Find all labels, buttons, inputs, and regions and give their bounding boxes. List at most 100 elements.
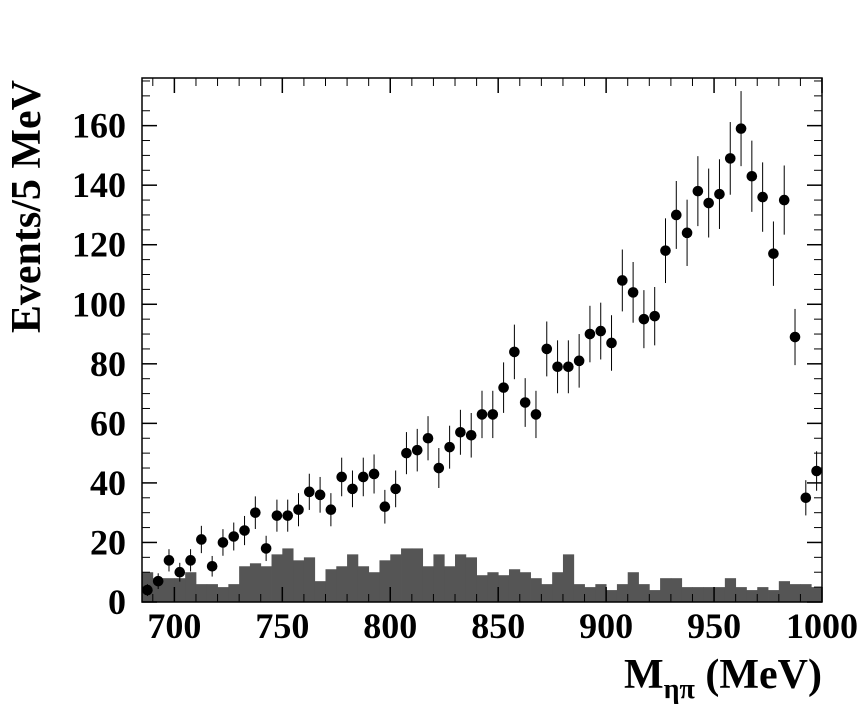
axis-ticks bbox=[142, 78, 823, 603]
data-point bbox=[304, 486, 315, 498]
data-point bbox=[800, 492, 812, 504]
data-point bbox=[196, 534, 207, 545]
background-histogram bbox=[142, 548, 823, 602]
histogram-bar bbox=[476, 575, 488, 602]
x-tick-label: 700 bbox=[147, 606, 201, 646]
histogram-bar bbox=[357, 566, 370, 602]
y-tick-label: 80 bbox=[90, 344, 126, 384]
histogram-bar bbox=[152, 578, 164, 602]
data-point bbox=[228, 531, 240, 542]
data-points bbox=[142, 123, 822, 596]
data-point bbox=[746, 170, 758, 182]
histogram-bar bbox=[422, 566, 434, 602]
histogram-bar bbox=[336, 566, 348, 602]
data-point bbox=[498, 382, 509, 393]
data-point bbox=[627, 287, 639, 298]
histogram-bar bbox=[757, 587, 769, 602]
data-point bbox=[174, 566, 186, 578]
x-axis-title: Mηπ (MeV) bbox=[624, 652, 822, 705]
histogram-bar bbox=[455, 554, 467, 602]
data-point bbox=[357, 471, 369, 483]
histogram-bar bbox=[163, 578, 175, 602]
x-tick-label: 950 bbox=[687, 606, 741, 646]
x-tick-label: 900 bbox=[579, 606, 633, 646]
data-point bbox=[444, 441, 455, 453]
y-tick-label: 140 bbox=[72, 165, 126, 205]
data-point bbox=[811, 465, 822, 477]
data-point bbox=[433, 462, 445, 474]
data-point bbox=[206, 560, 218, 572]
histogram-bar bbox=[660, 578, 672, 602]
data-point bbox=[465, 429, 477, 441]
histogram-bar bbox=[627, 572, 639, 602]
data-point bbox=[584, 328, 596, 340]
data-point bbox=[735, 123, 747, 134]
x-axis-title-subscript: ηπ bbox=[664, 674, 696, 705]
data-point bbox=[347, 483, 358, 495]
data-point bbox=[670, 209, 682, 221]
data-point bbox=[638, 313, 650, 325]
x-tick-label: 850 bbox=[471, 606, 525, 646]
data-point bbox=[336, 471, 347, 483]
data-point bbox=[509, 346, 520, 358]
y-tick-label: 40 bbox=[90, 463, 126, 503]
data-point bbox=[260, 543, 272, 554]
histogram-bar bbox=[433, 554, 445, 602]
histogram-bar bbox=[411, 548, 424, 602]
data-point bbox=[401, 447, 412, 459]
data-point bbox=[368, 468, 380, 480]
histogram-bar bbox=[768, 590, 780, 602]
histogram-bar bbox=[508, 569, 521, 602]
histogram-bar bbox=[444, 566, 456, 602]
histogram-bar bbox=[519, 572, 531, 602]
data-point bbox=[476, 409, 488, 420]
histogram-bar bbox=[368, 572, 380, 602]
y-tick-label: 100 bbox=[72, 284, 126, 324]
x-axis-title-main: M bbox=[624, 652, 664, 698]
y-axis-title: Events/5 MeV bbox=[4, 80, 50, 333]
data-point bbox=[778, 194, 790, 206]
histogram-bar bbox=[670, 578, 683, 602]
histogram-bar bbox=[314, 581, 326, 602]
histogram-bar bbox=[465, 557, 478, 602]
data-point bbox=[163, 555, 175, 566]
histogram-bar bbox=[562, 554, 575, 602]
histogram-bar bbox=[379, 560, 391, 602]
data-point bbox=[379, 501, 391, 513]
histogram-bar bbox=[724, 578, 737, 602]
data-point bbox=[390, 483, 401, 495]
data-point bbox=[552, 361, 563, 373]
histogram-bar bbox=[541, 584, 553, 602]
histogram-bar bbox=[800, 584, 812, 602]
data-point bbox=[293, 504, 304, 516]
histogram-bar bbox=[228, 584, 240, 602]
data-point bbox=[519, 397, 531, 408]
y-tick-label: 120 bbox=[72, 225, 126, 265]
histogram-bar bbox=[606, 590, 618, 602]
histogram-bar bbox=[638, 584, 650, 602]
histogram-bar bbox=[595, 584, 607, 602]
histogram-bar bbox=[616, 584, 629, 602]
histogram-bar bbox=[703, 587, 715, 602]
histogram-bar bbox=[487, 572, 499, 602]
histogram-bar bbox=[649, 590, 661, 602]
error-bars bbox=[146, 91, 818, 597]
histogram-bar bbox=[390, 554, 402, 602]
data-point bbox=[768, 248, 779, 259]
x-tick-label: 750 bbox=[255, 606, 309, 646]
histogram-bar bbox=[552, 572, 564, 602]
histogram-bar bbox=[282, 548, 294, 602]
data-point bbox=[789, 331, 801, 343]
data-point bbox=[487, 409, 499, 420]
histogram-bar bbox=[498, 575, 510, 602]
data-point bbox=[325, 504, 337, 516]
data-point bbox=[595, 325, 607, 337]
histogram-bar bbox=[293, 560, 305, 602]
data-point bbox=[724, 153, 736, 164]
y-tick-label: 0 bbox=[108, 582, 126, 622]
histogram-bar bbox=[239, 566, 251, 602]
plot-frame bbox=[141, 77, 823, 603]
histogram-bar bbox=[681, 587, 693, 602]
histogram-bar bbox=[735, 587, 747, 602]
histogram-bar bbox=[530, 578, 542, 602]
